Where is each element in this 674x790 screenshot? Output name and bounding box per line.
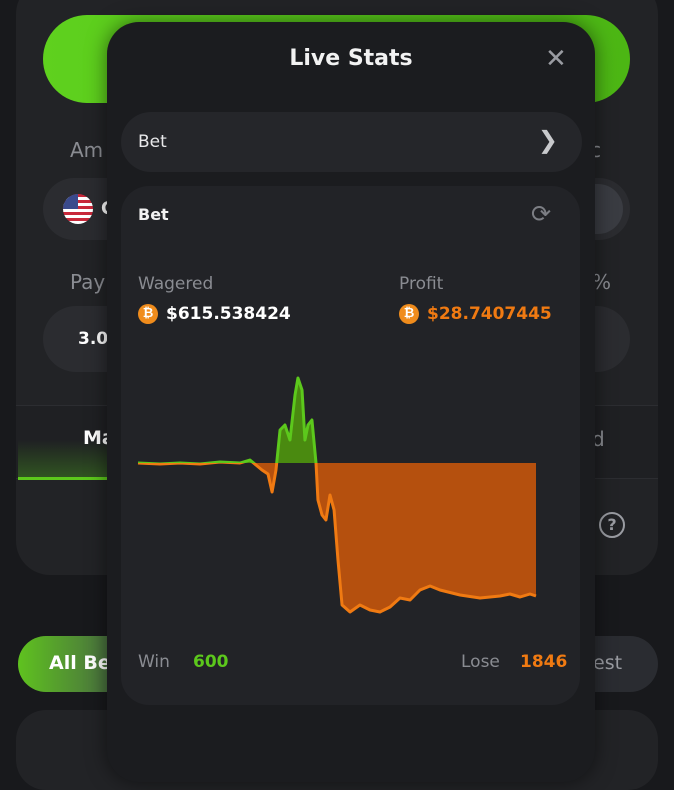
- amount-label: Am: [70, 138, 103, 162]
- payout-label: Pay: [70, 270, 105, 294]
- help-icon[interactable]: ?: [599, 512, 625, 538]
- profit-area-negative: [138, 378, 536, 612]
- chevron-right-icon: ❯: [538, 126, 558, 154]
- win-count: 600: [193, 652, 229, 672]
- close-icon[interactable]: ✕: [545, 44, 567, 74]
- game-select-value: Bet: [138, 132, 167, 152]
- win-label: Win: [138, 652, 170, 672]
- payout-value: 3.0: [78, 329, 108, 349]
- stats-card: Bet ⟳ Wagered ₿$615.538424 Profit ₿$28.7…: [121, 186, 580, 705]
- game-select[interactable]: Bet ❯: [121, 112, 582, 172]
- profit-chart: [121, 186, 580, 705]
- lose-label: Lose: [461, 652, 500, 672]
- latest-tab-label: est: [593, 652, 622, 674]
- live-stats-modal: Live Stats ✕ Bet ❯ Bet ⟳ Wagered ₿$615.5…: [107, 22, 595, 782]
- modal-title: Live Stats: [107, 46, 595, 71]
- us-flag-icon: [63, 194, 93, 224]
- lose-count: 1846: [520, 652, 567, 672]
- all-bets-label: All Be: [49, 652, 111, 674]
